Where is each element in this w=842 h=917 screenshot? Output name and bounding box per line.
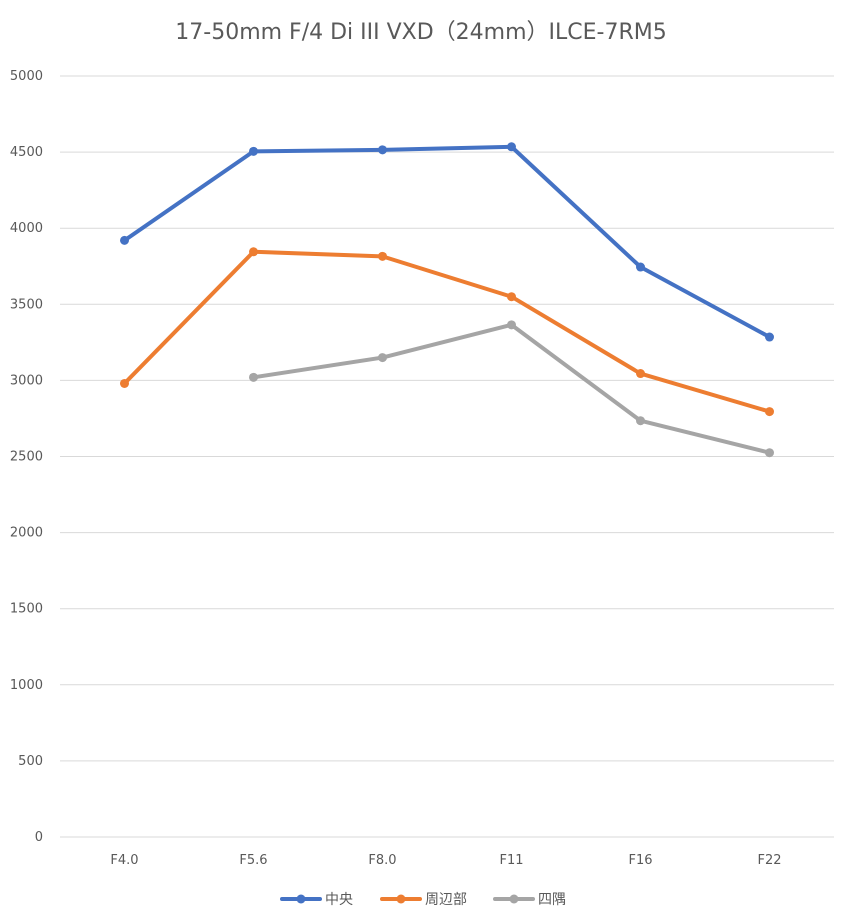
data-point <box>378 353 387 363</box>
legend-marker <box>396 894 406 904</box>
x-tick-label: F4.0 <box>110 853 138 868</box>
series-3 <box>249 320 774 458</box>
y-tick-label: 1000 <box>10 678 43 693</box>
legend-marker <box>509 894 519 904</box>
y-tick-label: 4000 <box>10 221 43 236</box>
x-axis-tick-labels: F4.0 F5.6 F8.0 F11 F16 F22 <box>110 853 781 868</box>
series-2 <box>120 247 774 417</box>
y-tick-label: 3500 <box>10 297 43 312</box>
data-point <box>378 145 387 155</box>
data-point <box>507 292 516 302</box>
y-tick-label: 4500 <box>10 145 43 160</box>
x-tick-label: F5.6 <box>239 853 267 868</box>
legend-label: 周辺部 <box>425 892 467 908</box>
series-1 <box>120 142 774 342</box>
legend-label: 四隅 <box>538 892 566 908</box>
series-line <box>122 249 772 414</box>
y-tick-label: 500 <box>18 754 43 769</box>
data-point <box>249 146 258 156</box>
y-tick-label: 2000 <box>10 526 43 541</box>
data-point <box>249 247 258 257</box>
data-point <box>765 332 774 342</box>
data-point <box>636 262 645 272</box>
gridlines <box>60 75 834 838</box>
series-lines <box>120 142 774 458</box>
x-tick-label: F8.0 <box>368 853 396 868</box>
legend-item: 四隅 <box>493 892 566 908</box>
legend-label: 中央 <box>325 892 353 908</box>
data-point <box>120 378 129 388</box>
data-point <box>636 416 645 426</box>
y-tick-label: 2500 <box>10 450 43 465</box>
data-point <box>765 407 774 417</box>
y-tick-label: 0 <box>35 830 43 845</box>
legend-item: 周辺部 <box>380 892 467 908</box>
legend-item: 中央 <box>280 892 353 908</box>
chart-title: 17-50mm F/4 Di III VXD（24mm）ILCE-7RM5 <box>175 20 667 45</box>
data-point <box>249 372 258 382</box>
x-tick-label: F16 <box>628 853 652 868</box>
data-point <box>765 448 774 458</box>
data-point <box>507 142 516 152</box>
y-axis-tick-labels: 0 500 1000 1500 2000 2500 3000 3500 4000 4500 5000 <box>10 69 43 845</box>
legend-marker <box>296 894 306 904</box>
data-point <box>636 369 645 379</box>
y-tick-label: 1500 <box>10 602 43 617</box>
x-tick-label: F11 <box>499 853 523 868</box>
legend: 中央 周辺部 四隅 <box>280 892 566 908</box>
data-point <box>120 235 129 245</box>
data-point <box>507 320 516 330</box>
y-tick-label: 5000 <box>10 69 43 84</box>
y-tick-label: 3000 <box>10 373 43 388</box>
series-line <box>122 144 772 340</box>
data-point <box>378 251 387 261</box>
x-tick-label: F22 <box>757 853 781 868</box>
